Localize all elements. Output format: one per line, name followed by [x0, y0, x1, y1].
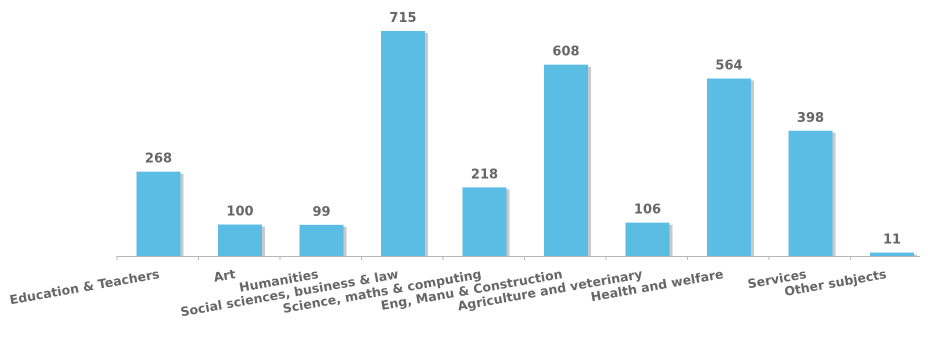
value-label: 99 — [312, 205, 330, 220]
value-label: 608 — [552, 45, 579, 60]
bar-other-subjects — [870, 252, 914, 256]
bars — [136, 31, 914, 256]
bar-humanities — [299, 224, 344, 256]
value-label: 398 — [797, 111, 824, 126]
bar-education-and-teachers — [136, 171, 181, 256]
bar-eng-manu-and-construction — [544, 64, 588, 256]
bar-social-sciences-business-and-law — [381, 31, 425, 256]
value-label: 100 — [226, 205, 253, 220]
bar-agriculture-and-veterinary — [625, 222, 670, 256]
category-label: Art — [212, 266, 236, 285]
value-label: 218 — [471, 167, 498, 182]
value-label: 11 — [883, 233, 901, 248]
bar-science-maths-and-computing — [462, 187, 507, 256]
bar-health-and-welfare — [707, 78, 751, 256]
category-label: Education & Teachers — [8, 266, 160, 307]
category-labels: Education & Teachers Art HumanitiesSocial … — [8, 266, 887, 319]
bar-art — [218, 224, 262, 256]
value-label: 564 — [715, 59, 742, 74]
x-axis-ticks — [116, 256, 851, 260]
value-label: 715 — [389, 11, 416, 26]
bar-services — [788, 130, 833, 256]
value-labels: 268 100 99 715 218 608 106 564 398 11 — [145, 11, 901, 248]
value-label: 106 — [634, 203, 661, 218]
value-label: 268 — [145, 152, 172, 167]
